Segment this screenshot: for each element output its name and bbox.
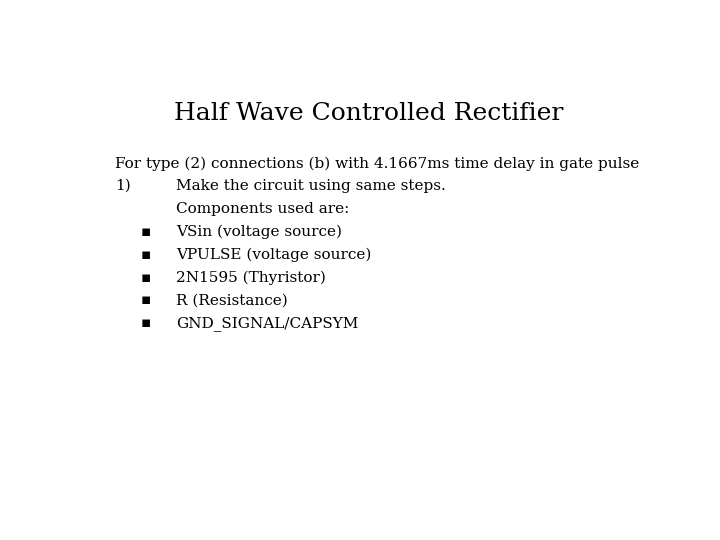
Text: ▪: ▪ <box>140 294 150 307</box>
Text: VSin (voltage source): VSin (voltage source) <box>176 225 343 239</box>
Text: ▪: ▪ <box>140 248 150 262</box>
Text: ▪: ▪ <box>140 225 150 239</box>
Text: Make the circuit using same steps.: Make the circuit using same steps. <box>176 179 446 193</box>
Text: Components used are:: Components used are: <box>176 202 350 216</box>
Text: 1): 1) <box>115 179 131 193</box>
Text: VPULSE (voltage source): VPULSE (voltage source) <box>176 248 372 262</box>
Text: For type (2) connections (b) with 4.1667ms time delay in gate pulse: For type (2) connections (b) with 4.1667… <box>115 156 639 171</box>
Text: ▪: ▪ <box>140 316 150 330</box>
Text: ▪: ▪ <box>140 271 150 285</box>
Text: 2N1595 (Thyristor): 2N1595 (Thyristor) <box>176 271 326 285</box>
Text: R (Resistance): R (Resistance) <box>176 294 288 307</box>
Text: GND_SIGNAL/CAPSYM: GND_SIGNAL/CAPSYM <box>176 316 359 331</box>
Text: Half Wave Controlled Rectifier: Half Wave Controlled Rectifier <box>174 102 564 125</box>
